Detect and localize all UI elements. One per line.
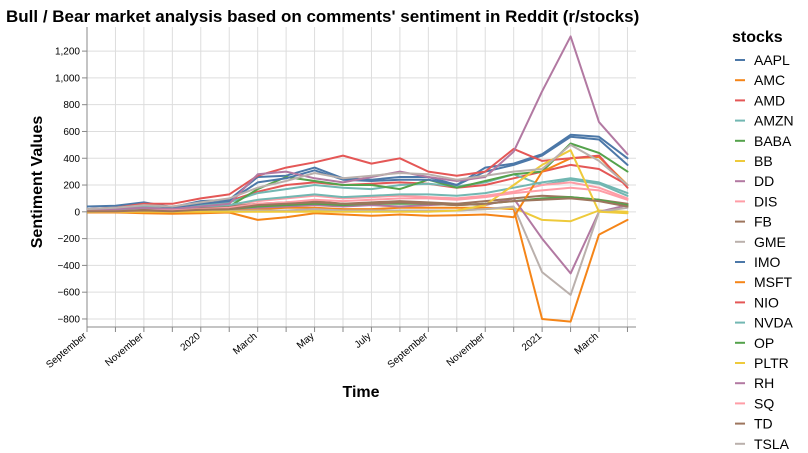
y-tick-label: 1,000 [55, 73, 80, 84]
y-tick-label: 1,200 [55, 47, 80, 58]
x-axis-title: Time [342, 384, 379, 401]
legend-label: MSFT [754, 274, 793, 290]
legend-item-msft: MSFT [735, 274, 793, 290]
y-tick-label: −800 [57, 314, 80, 325]
legend-item-baba: BABA [735, 133, 792, 149]
y-tick-label: −400 [57, 261, 80, 272]
chart-title: Bull / Bear market analysis based on com… [6, 7, 639, 26]
legend-label: DD [754, 173, 774, 189]
legend-item-op: OP [735, 335, 774, 351]
legend-item-fb: FB [735, 214, 772, 230]
legend-label: NVDA [754, 315, 794, 331]
legend: stocks AAPL AMC AMD AMZN BABA BB DD DIS FB GME IMO… [732, 29, 794, 452]
y-tick-label: 600 [63, 127, 80, 138]
series-line-tsla [87, 143, 629, 211]
series-line-msft [87, 155, 629, 221]
legend-item-aapl: AAPL [735, 52, 790, 68]
legend-item-imo: IMO [735, 254, 781, 270]
legend-item-nio: NIO [735, 294, 779, 310]
legend-item-dis: DIS [735, 193, 777, 209]
series-line-nio [87, 147, 629, 211]
y-tick-label: −200 [57, 234, 80, 245]
x-tick-label: November [103, 330, 146, 369]
legend-label: RH [754, 375, 774, 391]
legend-label: AMC [754, 72, 785, 88]
x-tick-label: November [445, 330, 488, 369]
legend-item-amzn: AMZN [735, 113, 794, 129]
legend-label: DIS [754, 193, 777, 209]
legend-item-nvda: NVDA [735, 315, 794, 331]
legend-label: GME [754, 234, 786, 250]
legend-label: IMO [754, 254, 781, 270]
y-tick-label: −600 [57, 288, 80, 299]
x-tick-label: May [295, 331, 317, 352]
legend-label: BB [754, 153, 773, 169]
x-tick-label: March [573, 331, 601, 357]
x-tick-label: July [353, 331, 374, 351]
legend-label: OP [754, 335, 774, 351]
legend-label: AMZN [754, 113, 794, 129]
legend-label: BABA [754, 133, 792, 149]
y-axis-title: Sentiment Values [29, 116, 46, 249]
legend-item-gme: GME [735, 234, 786, 250]
legend-label: SQ [754, 395, 774, 411]
y-tick-label: 400 [63, 154, 80, 165]
legend-item-rh: RH [735, 375, 774, 391]
legend-item-tsla: TSLA [735, 436, 790, 452]
legend-item-amd: AMD [735, 92, 785, 108]
legend-label: AAPL [754, 52, 790, 68]
series-line-amc [87, 206, 629, 323]
y-tick-label: 800 [63, 100, 80, 111]
legend-label: NIO [754, 294, 779, 310]
legend-item-amc: AMC [735, 72, 785, 88]
legend-title: stocks [732, 29, 783, 46]
legend-item-sq: SQ [735, 395, 774, 411]
legend-label: AMD [754, 92, 785, 108]
legend-label: PLTR [754, 355, 789, 371]
legend-item-bb: BB [735, 153, 773, 169]
series-line-rh [87, 35, 629, 212]
legend-item-dd: DD [735, 173, 774, 189]
legend-item-pltr: PLTR [735, 355, 789, 371]
legend-item-td: TD [735, 416, 773, 432]
series-line-td [87, 197, 629, 213]
y-tick-label: 0 [74, 207, 80, 218]
legend-label: FB [754, 214, 772, 230]
x-tick-label: September [44, 330, 89, 370]
x-tick-label: March [231, 331, 259, 357]
x-tick-label: 2021 [520, 331, 544, 354]
y-tick-label: 200 [63, 181, 80, 192]
legend-label: TD [754, 416, 773, 432]
legend-label: TSLA [754, 436, 790, 452]
x-tick-label: 2020 [179, 331, 203, 354]
x-tick-label: September [386, 330, 431, 370]
series-lines [87, 35, 629, 323]
